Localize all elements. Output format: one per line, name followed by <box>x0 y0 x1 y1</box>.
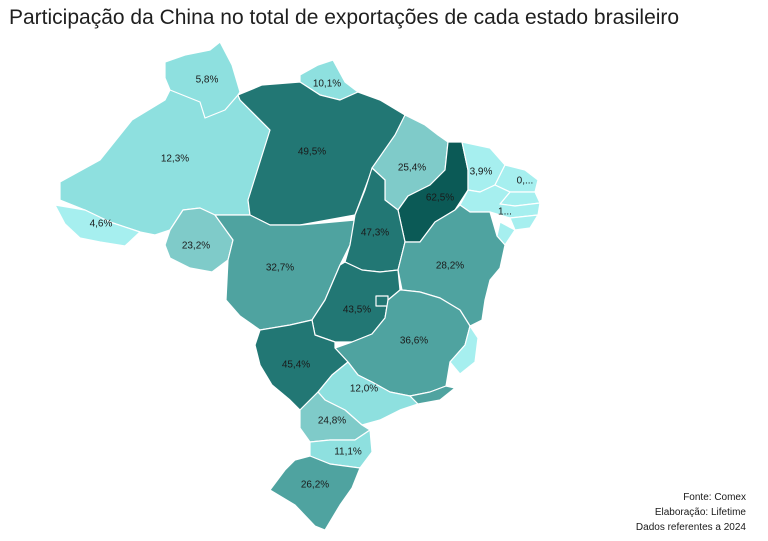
state-label-MG: 36,6% <box>400 336 428 347</box>
state-label-PA: 49,5% <box>298 147 326 158</box>
state-label-PR: 24,8% <box>318 416 346 427</box>
state-label-RO: 23,2% <box>182 241 210 252</box>
state-RR <box>164 41 241 119</box>
state-label-CE: 3,9% <box>470 167 493 178</box>
state-label-PI: 62,5% <box>426 193 454 204</box>
state-label-AM: 12,3% <box>161 154 189 165</box>
state-label-RN: 0,... <box>517 176 534 187</box>
period-note: Dados referentes a 2024 <box>635 522 746 533</box>
state-label-GO: 43,5% <box>343 305 371 316</box>
state-label-AC: 4,6% <box>90 219 113 230</box>
state-label-TO: 47,3% <box>361 228 389 239</box>
state-label-MT: 32,7% <box>266 263 294 274</box>
state-label-SP: 12,0% <box>350 384 378 395</box>
state-AL <box>509 214 539 231</box>
source-note: Fonte: Comex <box>683 492 746 503</box>
state-label-AP: 10,1% <box>313 79 341 90</box>
state-ES <box>449 325 479 375</box>
author-note: Elaboração: Lifetime <box>654 507 746 518</box>
state-label-MA: 25,4% <box>398 163 426 174</box>
state-RS <box>269 455 361 531</box>
state-label-RR: 5,8% <box>196 75 219 86</box>
state-DF <box>375 295 389 307</box>
state-label-MS: 45,4% <box>282 360 310 371</box>
state-label-BA: 28,2% <box>436 261 464 272</box>
state-label-SC: 11,1% <box>334 447 362 458</box>
map-title: Participação da China no total de export… <box>9 6 680 29</box>
state-label-PE: 1... <box>498 207 512 218</box>
credits: Fonte: Comex Elaboração: Lifetime Dados … <box>636 490 746 535</box>
state-label-RS: 26,2% <box>301 480 329 491</box>
state-AC <box>54 204 141 247</box>
state-RJ <box>409 385 456 405</box>
